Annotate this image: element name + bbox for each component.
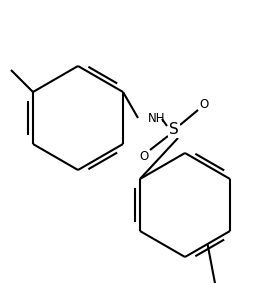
- Text: O: O: [199, 98, 209, 112]
- Text: O: O: [139, 149, 149, 162]
- Text: NH: NH: [148, 112, 166, 125]
- Text: S: S: [169, 123, 179, 138]
